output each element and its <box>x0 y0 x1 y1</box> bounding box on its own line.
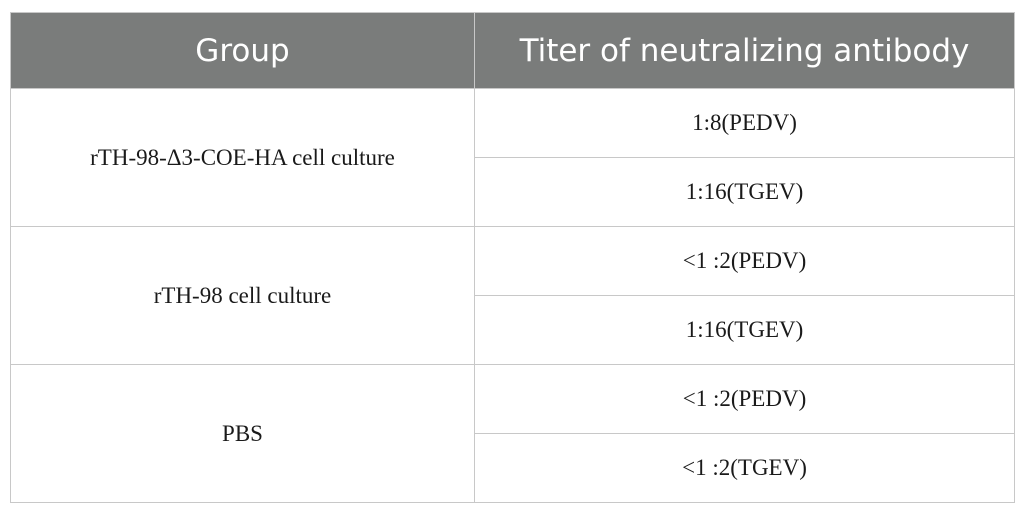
header-group: Group <box>10 12 475 89</box>
titer-cell: 1:16(TGEV) <box>474 295 1015 365</box>
table-row: <1 :2(TGEV) <box>11 433 1015 503</box>
titer-cell: <1 :2(PEDV) <box>474 226 1015 296</box>
table-row: 1:16(TGEV) <box>11 157 1015 227</box>
group-cell: PBS <box>10 364 475 503</box>
table-row: PBS <1 :2(PEDV) <box>10 364 1015 503</box>
titer-cell: 1:16(TGEV) <box>474 157 1015 227</box>
table-row: 1:16(TGEV) <box>11 295 1015 365</box>
header-titer: Titer of neutralizing antibody <box>474 12 1015 89</box>
titer-cell: 1:8(PEDV) <box>474 88 1015 158</box>
neutralizing-antibody-table: Group Titer of neutralizing antibody rTH… <box>10 12 1015 503</box>
titer-cell: <1 :2(TGEV) <box>474 433 1015 503</box>
titer-cell: <1 :2(PEDV) <box>474 364 1015 434</box>
group-cell: rTH-98-Δ3-COE-HA cell culture <box>10 88 475 227</box>
table-row: rTH-98 cell culture <1 :2(PEDV) <box>10 226 1015 365</box>
group-cell: rTH-98 cell culture <box>10 226 475 365</box>
table-row: rTH-98-Δ3-COE-HA cell culture 1:8(PEDV) <box>10 88 1015 227</box>
header-row: Group Titer of neutralizing antibody <box>10 12 1015 89</box>
